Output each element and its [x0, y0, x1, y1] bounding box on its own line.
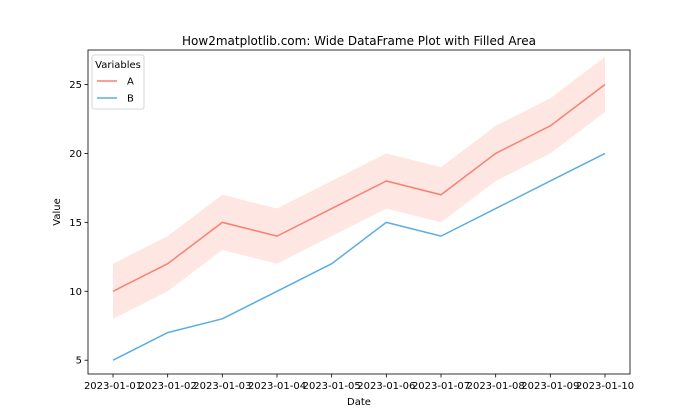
x-tick-label: 2023-01-08 — [467, 381, 525, 392]
x-tick-label: 2023-01-09 — [521, 381, 579, 392]
plot-frame — [87, 49, 631, 375]
y-tick-label: 25 — [69, 80, 82, 91]
x-tick-label: 2023-01-05 — [303, 381, 361, 392]
series-a-line — [112, 83, 606, 292]
x-tick-label: 2023-01-04 — [248, 381, 306, 392]
y-tick-label: 20 — [69, 149, 82, 160]
bands-layer — [113, 56, 605, 319]
x-tick-label: 2023-01-03 — [193, 381, 251, 392]
series-a-band — [113, 56, 605, 319]
legend: Variables AB — [91, 54, 145, 110]
x-tick-label: 2023-01-02 — [139, 381, 197, 392]
legend-label-b: B — [127, 94, 134, 105]
y-axis: 5 10 15 20 25 — [69, 80, 88, 367]
series-b-line — [112, 152, 606, 361]
legend-label-a: A — [127, 77, 134, 88]
x-tick-label: 2023-01-06 — [357, 381, 415, 392]
y-tick-label: 15 — [69, 218, 82, 229]
y-tick-label: 10 — [69, 287, 82, 298]
x-tick-label: 2023-01-10 — [576, 381, 634, 392]
x-tick-label: 2023-01-07 — [412, 381, 470, 392]
lines-layer — [112, 83, 606, 361]
chart-title: How2matplotlib.com: Wide DataFrame Plot … — [182, 34, 536, 48]
legend-box — [91, 54, 145, 110]
legend-entries: AB — [97, 77, 134, 105]
x-tick-label: 2023-01-01 — [84, 381, 142, 392]
y-axis-label: Value — [52, 198, 63, 225]
y-tick-label: 5 — [76, 356, 82, 367]
x-axis: 2023-01-012023-01-022023-01-032023-01-04… — [84, 374, 634, 392]
legend-title: Variables — [95, 60, 141, 71]
x-axis-label: Date — [347, 397, 371, 408]
